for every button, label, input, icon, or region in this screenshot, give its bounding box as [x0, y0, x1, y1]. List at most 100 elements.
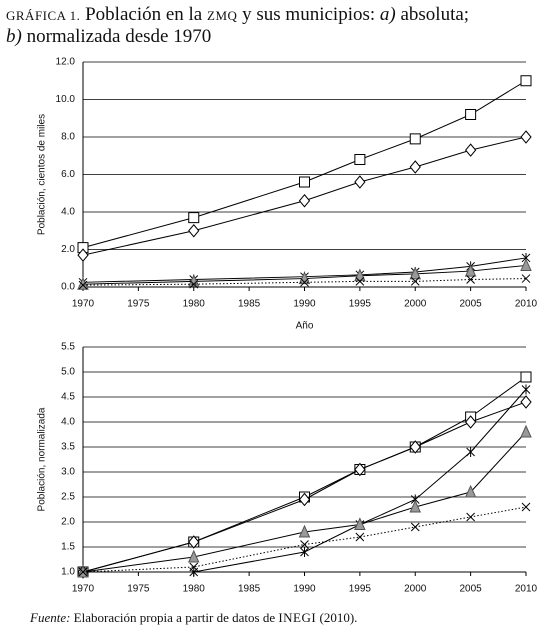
marker-diamond: [188, 535, 200, 549]
marker-diamond: [409, 160, 421, 174]
source-part: (2010).: [316, 610, 358, 625]
marker-stroke: [410, 522, 420, 532]
title-part: y sus municipios:: [237, 4, 380, 25]
data-point: [300, 277, 309, 287]
x-tick-label: 2005: [460, 299, 483, 310]
data-point: [521, 384, 531, 395]
data-point: [409, 499, 422, 513]
marker-stroke: [521, 274, 531, 283]
data-point: [521, 274, 531, 283]
y-tick-label: 5.0: [61, 367, 75, 378]
data-point: [466, 512, 475, 522]
data-point: [355, 277, 365, 286]
y-tick-label: 1.5: [61, 542, 75, 553]
source-part: Fuente:: [30, 610, 71, 625]
title-part: GRÁFICA 1.: [6, 8, 81, 23]
y-tick-label: 1.0: [61, 567, 75, 578]
data-point: [77, 276, 89, 290]
x-tick-label: 2010: [515, 299, 538, 310]
marker-diamond: [188, 223, 200, 238]
marker-triangle: [409, 499, 422, 513]
data-point: [520, 371, 532, 383]
marker-square: [409, 133, 421, 145]
data-point: [78, 280, 88, 290]
marker-diamond: [464, 143, 477, 157]
marker-square: [354, 154, 366, 165]
data-point: [298, 524, 311, 538]
y-tick-label: 4.5: [61, 392, 75, 403]
y-tick-label: 3.5: [61, 442, 75, 453]
data-point: [78, 567, 88, 577]
data-point: [520, 130, 532, 144]
x-tick-label: 1975: [127, 299, 150, 310]
data-point: [464, 415, 477, 429]
data-point: [521, 502, 531, 512]
data-point: [409, 133, 421, 145]
y-tick-label: 4.0: [61, 207, 75, 218]
series-line: [82, 80, 527, 249]
y-axis-label: Población, normalizada: [37, 407, 48, 511]
marker-diamond: [520, 395, 532, 409]
title-part: a): [379, 4, 396, 25]
data-point: [354, 175, 366, 189]
data-point: [299, 176, 310, 188]
marker-triangle: [520, 258, 532, 271]
data-point: [354, 517, 366, 530]
marker-triangle: [298, 524, 311, 538]
data-point: [298, 193, 311, 208]
data-point: [409, 266, 422, 280]
x-tick-label: 2000: [404, 299, 427, 310]
y-tick-label: 2.5: [61, 492, 75, 503]
data-point: [520, 395, 532, 409]
marker-triangle: [298, 271, 311, 285]
marker-diamond: [520, 130, 532, 144]
data-point: [354, 154, 366, 165]
title-part: b): [6, 26, 22, 47]
marker-stroke: [189, 279, 199, 289]
title-part: ZMQ: [207, 8, 238, 23]
marker-stroke: [466, 512, 475, 522]
x-axis-label: Año: [296, 321, 314, 332]
marker-stroke: [300, 540, 309, 549]
series-line: [82, 376, 527, 573]
data-point: [354, 462, 366, 477]
figure-title: GRÁFICA 1. Población en la ZMQ y sus mun…: [6, 4, 551, 47]
y-tick-label: 10.0: [56, 94, 76, 105]
x-tick-label: 1970: [72, 299, 95, 310]
x-tick-label: 1985: [238, 584, 261, 595]
marker-diamond: [298, 193, 311, 208]
marker-triangle: [409, 266, 422, 280]
marker-diamond: [77, 248, 89, 262]
marker-stroke: [355, 532, 365, 542]
marker-stroke: [300, 277, 309, 287]
data-point: [409, 160, 421, 174]
data-point: [189, 279, 199, 289]
data-point: [466, 447, 475, 457]
marker-stroke: [189, 562, 199, 572]
marker-triangle: [464, 484, 477, 498]
data-point: [298, 271, 311, 285]
data-point: [355, 532, 365, 542]
x-tick-label: 1980: [183, 299, 206, 310]
marker-square: [520, 371, 532, 383]
marker-diamond: [464, 415, 477, 429]
data-point: [300, 540, 309, 549]
data-point: [464, 263, 477, 277]
marker-diamond: [298, 492, 311, 507]
marker-stroke: [410, 277, 420, 286]
y-axis-label: Población, cientos de miles: [37, 114, 48, 235]
data-point: [520, 258, 532, 271]
data-point: [189, 562, 199, 572]
y-tick-label: 4.0: [61, 417, 75, 428]
x-tick-label: 1995: [349, 299, 372, 310]
data-point: [298, 492, 311, 507]
marker-stroke: [78, 280, 88, 290]
source-part: INEGI: [278, 610, 317, 625]
y-tick-label: 8.0: [61, 132, 75, 143]
data-point: [188, 212, 200, 224]
data-point: [520, 424, 532, 438]
marker-triangle: [520, 424, 532, 438]
data-point: [464, 143, 477, 157]
data-point: [188, 223, 200, 238]
